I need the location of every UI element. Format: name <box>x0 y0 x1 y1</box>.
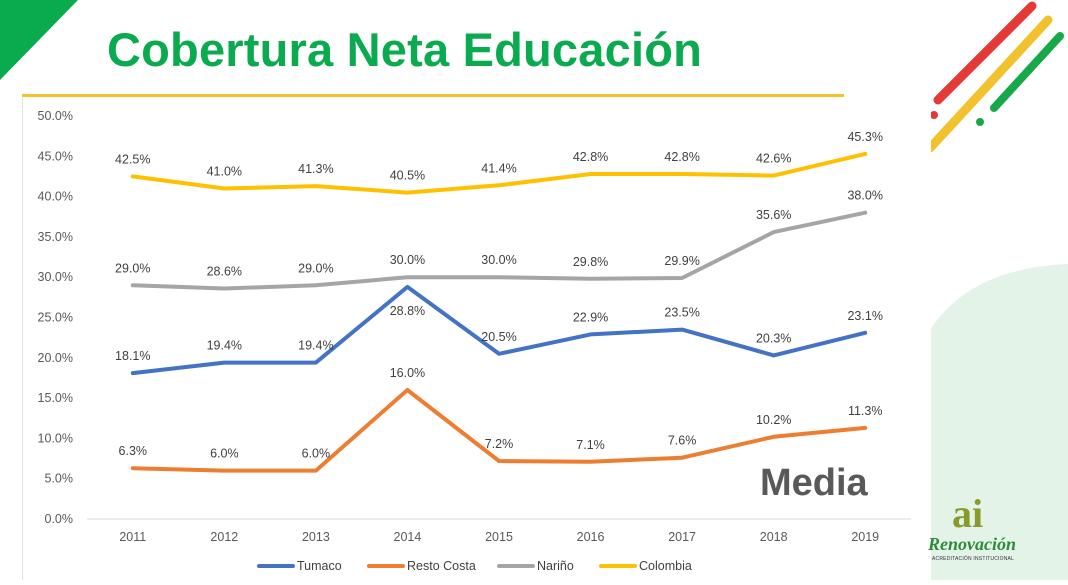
data-label: 11.3% <box>848 404 883 418</box>
data-label: 23.5% <box>664 306 699 320</box>
y-tick-label: 50.0% <box>38 109 73 123</box>
y-tick-label: 20.0% <box>38 351 73 365</box>
data-label: 6.0% <box>302 447 331 461</box>
data-label: 10.2% <box>756 413 791 427</box>
legend-label: Tumaco <box>297 559 342 573</box>
y-tick-label: 30.0% <box>38 270 73 284</box>
logo-mark: ai <box>952 491 984 536</box>
green-background-shape <box>930 264 1068 580</box>
y-axis-ticks: 0.0% 5.0% 10.0% 15.0% 20.0% 25.0% 30.0% 35.0% 40… <box>38 109 73 526</box>
data-label: 7.6% <box>668 434 697 448</box>
data-label: 40.5% <box>390 169 425 183</box>
chart-legend: Tumaco Resto Costa Nariño Colombia <box>257 559 692 573</box>
legend-label: Resto Costa <box>407 559 476 573</box>
title-underline <box>22 94 844 97</box>
data-label: 28.6% <box>207 264 242 278</box>
y-tick-label: 40.0% <box>38 190 73 204</box>
logo-subtitle: ACREDITACIÓN INSTITUCIONAL <box>932 556 1015 562</box>
series-line-tumaco <box>130 284 868 376</box>
x-tick-label: 2014 <box>394 530 422 544</box>
data-labels: 18.1% 19.4% 19.4% 28.8% 20.5% 22.9% 23.5% 20.3%… <box>115 130 883 461</box>
data-label: 42.8% <box>573 150 608 164</box>
x-tick-label: 2013 <box>302 530 330 544</box>
data-label: 7.2% <box>485 437 514 451</box>
y-tick-label: 0.0% <box>45 512 74 526</box>
series-line-nari-o <box>130 210 868 291</box>
series-lines <box>130 151 868 473</box>
line-chart: 0.0% 5.0% 10.0% 15.0% 20.0% 25.0% 30.0% 35.0% 40… <box>38 109 911 573</box>
logo-name: Renovación <box>928 534 1016 554</box>
x-tick-label: 2017 <box>668 530 696 544</box>
y-tick-label: 25.0% <box>38 311 73 325</box>
data-label: 38.0% <box>847 189 882 203</box>
data-label: 22.9% <box>573 310 608 324</box>
data-label: 42.6% <box>756 152 791 166</box>
data-label: 29.0% <box>298 261 333 275</box>
data-label: 19.4% <box>207 339 242 353</box>
data-label: 30.0% <box>390 253 425 267</box>
renovacion-logo: ai Renovación ACREDITACIÓN INSTITUCIONAL <box>926 494 1030 576</box>
legend-label: Colombia <box>639 559 692 573</box>
data-label: 30.0% <box>481 253 516 267</box>
chart-card: 0.0% 5.0% 10.0% 15.0% 20.0% 25.0% 30.0% 35.0% 40… <box>22 98 931 580</box>
x-tick-label: 2016 <box>577 530 605 544</box>
data-label: 20.3% <box>756 331 791 345</box>
x-axis-ticks: 2011 2012 2013 2014 2015 2016 2017 2018 2019 <box>119 530 879 544</box>
data-label: 6.0% <box>210 447 239 461</box>
y-tick-label: 35.0% <box>38 230 73 244</box>
series-line-resto-costa <box>130 388 868 473</box>
data-label: 18.1% <box>115 349 150 363</box>
data-label: 19.4% <box>298 339 333 353</box>
y-tick-label: 10.0% <box>38 431 73 445</box>
corner-triangle-decoration <box>0 0 78 80</box>
legend-label: Nariño <box>537 559 574 573</box>
x-tick-label: 2015 <box>485 530 513 544</box>
data-label: 45.3% <box>847 130 882 144</box>
y-tick-label: 15.0% <box>38 391 73 405</box>
data-label: 16.0% <box>390 366 425 380</box>
data-label: 41.3% <box>298 162 333 176</box>
data-label: 20.5% <box>481 330 516 344</box>
page-title: Cobertura Neta Educación <box>107 23 703 76</box>
data-label: 29.0% <box>115 261 150 275</box>
y-tick-label: 5.0% <box>45 472 74 486</box>
data-label: 29.8% <box>573 255 608 269</box>
data-label: 29.9% <box>664 254 699 268</box>
data-label: 42.5% <box>115 152 150 166</box>
level-label: Media <box>760 462 868 504</box>
data-label: 42.8% <box>664 150 699 164</box>
data-label: 35.6% <box>756 208 791 222</box>
x-tick-label: 2018 <box>760 530 788 544</box>
data-label: 41.0% <box>207 165 242 179</box>
data-label: 7.1% <box>576 438 605 452</box>
data-label: 28.8% <box>390 304 425 318</box>
x-tick-label: 2011 <box>119 530 146 544</box>
data-label: 6.3% <box>119 444 148 458</box>
data-label: 23.1% <box>847 309 882 323</box>
y-tick-label: 45.0% <box>38 149 73 163</box>
x-tick-label: 2019 <box>851 530 879 544</box>
x-tick-label: 2012 <box>210 530 238 544</box>
series-line-colombia <box>130 151 868 195</box>
diagonal-stripes-decoration <box>925 1 1064 153</box>
data-label: 41.4% <box>481 161 516 175</box>
